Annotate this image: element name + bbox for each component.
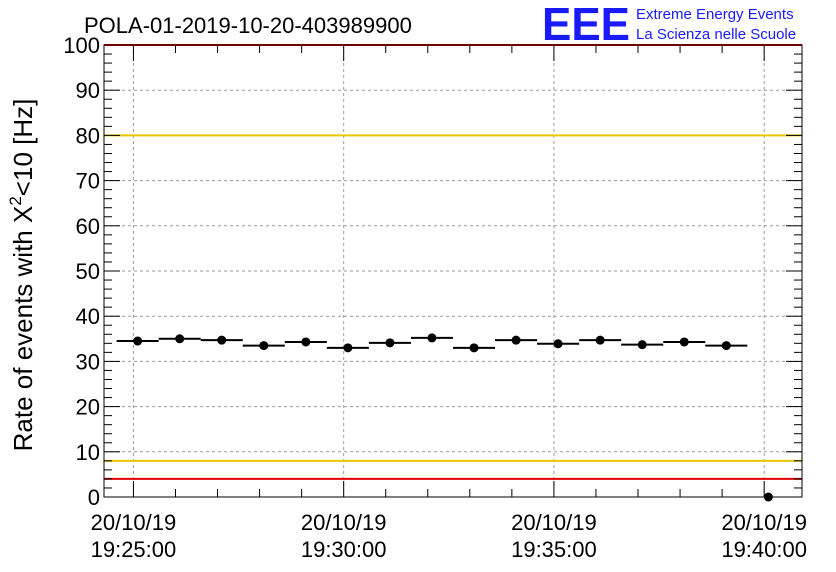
axis-ticks: 010203040506070809010020/10/1919:25:0020…: [63, 33, 807, 562]
y-axis-label-sup: 2: [6, 196, 25, 205]
data-point: [427, 333, 437, 343]
x-tick-label-time: 19:25:00: [91, 537, 177, 562]
data-point: [217, 335, 227, 345]
eee-logo: EEE Extreme Energy Events La Scienza nel…: [542, 0, 796, 50]
y-axis-label-pre: Rate of events with X: [8, 206, 38, 452]
data-point: [637, 340, 647, 350]
data-point: [385, 338, 395, 348]
data-point: [133, 336, 143, 346]
y-tick-label: 90: [76, 78, 100, 103]
y-axis-label-post: <10 [Hz]: [8, 99, 38, 197]
data-point: [469, 343, 479, 353]
data-point: [511, 335, 521, 345]
data-point: [259, 341, 269, 351]
y-tick-label: 30: [76, 349, 100, 374]
y-tick-label: 70: [76, 169, 100, 194]
data-points: [116, 333, 773, 502]
x-tick-label-date: 20/10/19: [721, 510, 807, 535]
logo-line-1: Extreme Energy Events: [636, 6, 794, 23]
y-tick-label: 0: [88, 485, 100, 510]
y-axis-label: Rate of events with X2<10 [Hz]: [6, 99, 38, 452]
y-tick-label: 50: [76, 259, 100, 284]
y-tick-label: 80: [76, 123, 100, 148]
y-tick-label: 20: [76, 395, 100, 420]
data-point: [343, 343, 353, 353]
x-tick-label-time: 19:30:00: [301, 537, 387, 562]
reference-lines: [104, 44, 802, 480]
y-tick-label: 40: [76, 304, 100, 329]
y-tick-label: 60: [76, 214, 100, 239]
chart-title: POLA-01-2019-10-20-403989900: [84, 13, 412, 38]
data-point: [679, 337, 689, 347]
data-point: [595, 335, 605, 345]
y-tick-label: 100: [63, 33, 100, 58]
logo-line-2: La Scienza nelle Scuole: [636, 26, 796, 43]
x-tick-label-time: 19:35:00: [511, 537, 597, 562]
data-point: [301, 337, 311, 347]
x-tick-label-time: 19:40:00: [721, 537, 807, 562]
x-tick-label-date: 20/10/19: [301, 510, 387, 535]
data-point: [175, 334, 185, 344]
x-tick-label-date: 20/10/19: [511, 510, 597, 535]
grid: [104, 45, 802, 497]
logo-mark: EEE: [542, 0, 630, 50]
x-tick-label-date: 20/10/19: [91, 510, 177, 535]
y-tick-label: 10: [76, 440, 100, 465]
data-point: [553, 339, 563, 349]
data-point: [721, 341, 731, 351]
